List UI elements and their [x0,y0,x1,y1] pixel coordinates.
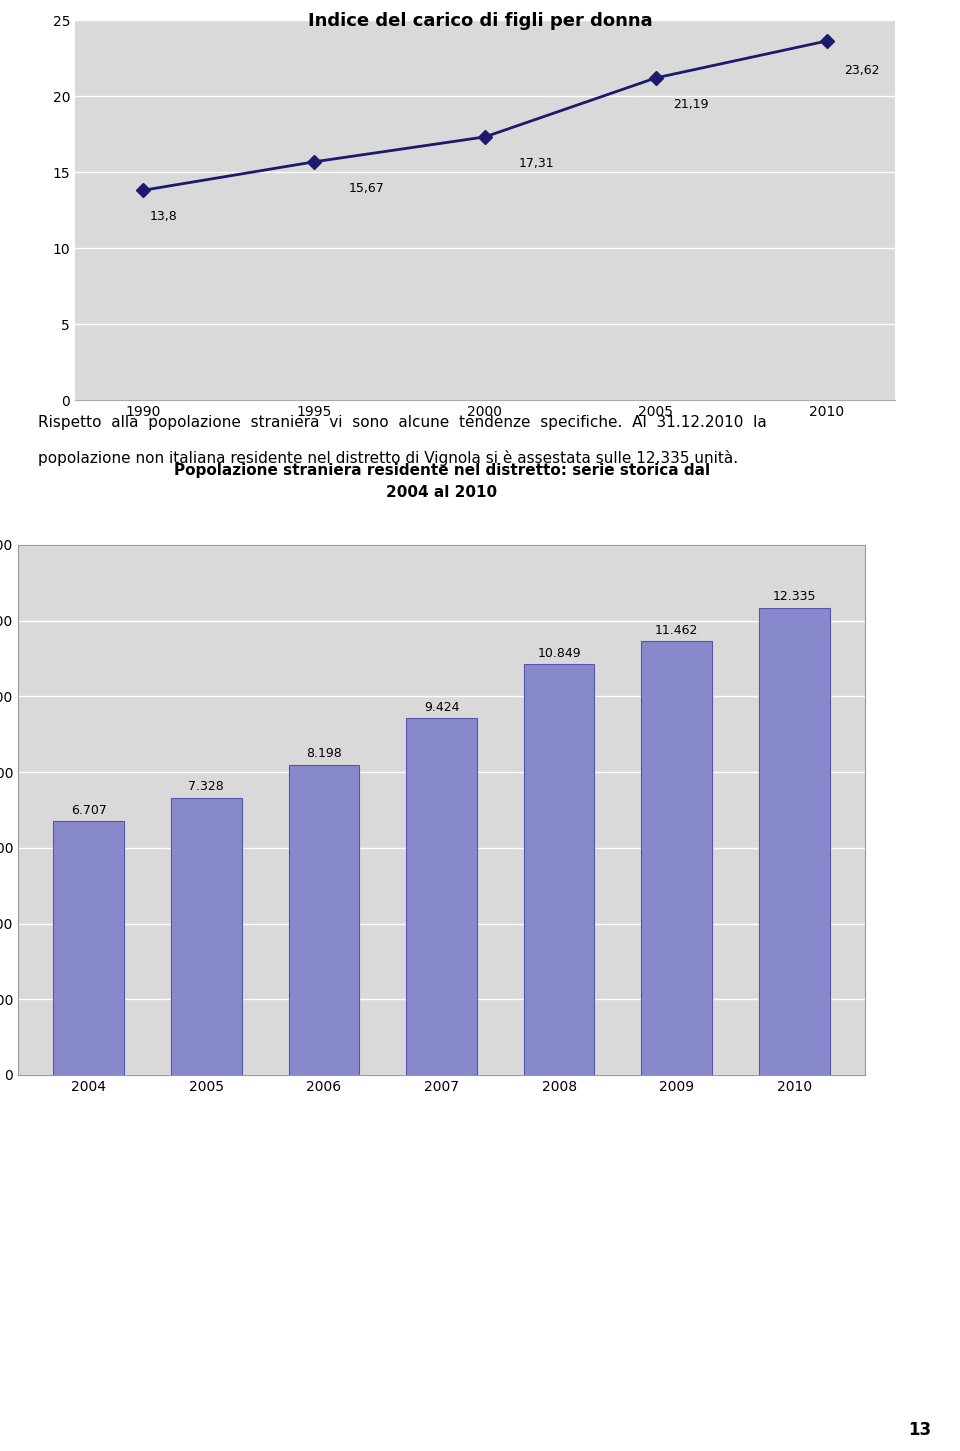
Text: 13,8: 13,8 [150,210,178,223]
Text: 12.335: 12.335 [773,591,816,604]
Text: 6.707: 6.707 [71,804,107,817]
Bar [289,765,359,1075]
Text: Indice del carico di figli per donna: Indice del carico di figli per donna [308,12,652,30]
Text: 21,19: 21,19 [673,97,708,110]
Text: 11.462: 11.462 [655,624,699,637]
Text: 10.849: 10.849 [538,647,581,660]
Text: Rispetto  alla  popolazione  straniera  vi  sono  alcune  tendenze  specifiche. : Rispetto alla popolazione straniera vi s… [38,415,767,429]
Text: 7.328: 7.328 [188,781,224,794]
Text: 2004 al 2010: 2004 al 2010 [386,485,497,501]
Bar [759,608,829,1075]
Bar [54,821,124,1075]
Bar [406,718,477,1075]
Text: 9.424: 9.424 [423,701,459,714]
Text: 13: 13 [908,1422,931,1439]
Bar [524,665,594,1075]
Bar [171,798,242,1075]
Text: Popolazione straniera residente nel distretto: serie storica dal: Popolazione straniera residente nel dist… [174,463,709,479]
Text: popolazione non italiana residente nel distretto di Vignola si è assestata sulle: popolazione non italiana residente nel d… [38,450,738,466]
Text: 17,31: 17,31 [519,157,555,170]
Text: 23,62: 23,62 [844,64,879,77]
Text: 15,67: 15,67 [348,181,384,194]
Text: 8.198: 8.198 [306,747,342,760]
Bar [641,641,712,1075]
